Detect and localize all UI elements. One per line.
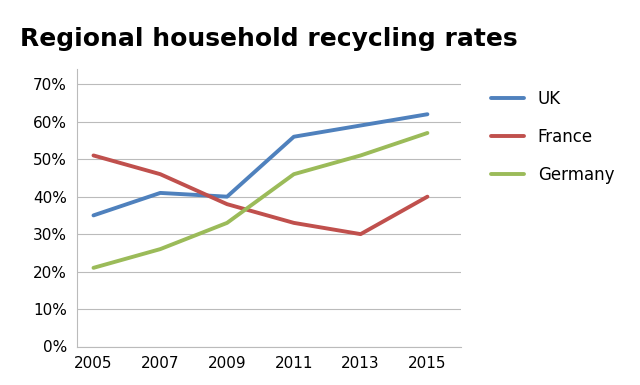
- Line: Germany: Germany: [93, 133, 428, 268]
- UK: [424, 112, 431, 117]
- UK: [223, 194, 231, 199]
- Germany: [290, 172, 298, 176]
- Germany: [90, 266, 97, 270]
- Line: UK: UK: [93, 114, 428, 215]
- Germany: [156, 247, 164, 251]
- Germany: [356, 153, 364, 158]
- UK: [356, 123, 364, 128]
- France: [223, 202, 231, 206]
- UK: [156, 191, 164, 195]
- UK: [90, 213, 97, 218]
- France: [290, 221, 298, 225]
- Germany: [424, 131, 431, 135]
- France: [156, 172, 164, 176]
- France: [90, 153, 97, 158]
- France: [424, 194, 431, 199]
- France: [356, 232, 364, 236]
- Germany: [223, 221, 231, 225]
- UK: [290, 134, 298, 139]
- Line: France: France: [93, 156, 428, 234]
- Legend: UK, France, Germany: UK, France, Germany: [484, 83, 621, 191]
- Text: Regional household recycling rates: Regional household recycling rates: [20, 27, 518, 51]
